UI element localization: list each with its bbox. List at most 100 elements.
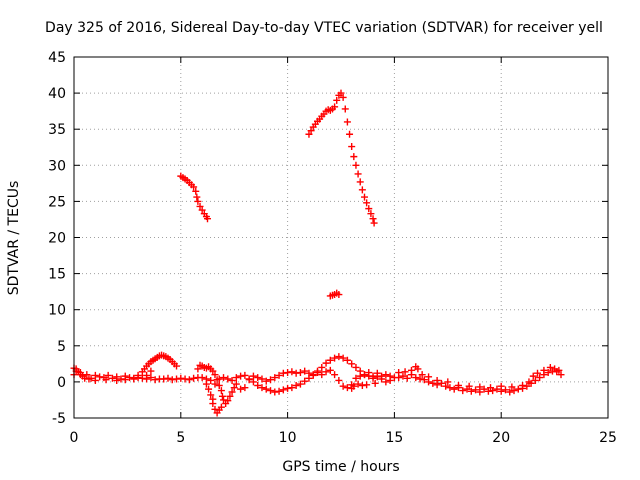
x-tick-label: 25 bbox=[599, 430, 617, 446]
data-point-marker bbox=[318, 363, 326, 371]
data-point-marker bbox=[309, 371, 317, 379]
data-point-marker bbox=[356, 178, 364, 186]
data-point-marker bbox=[211, 371, 219, 379]
data-point-marker bbox=[262, 377, 270, 385]
data-point-marker bbox=[465, 382, 473, 390]
data-point-marker bbox=[292, 369, 300, 377]
data-point-marker bbox=[360, 193, 368, 201]
data-point-marker bbox=[386, 376, 394, 384]
data-point-marker bbox=[546, 363, 554, 371]
data-point-marker bbox=[506, 388, 514, 396]
y-tick-label: 45 bbox=[48, 50, 66, 66]
y-tick-label: 5 bbox=[57, 339, 66, 355]
data-point-marker bbox=[418, 371, 426, 379]
data-point-marker bbox=[322, 359, 330, 367]
data-point-marker bbox=[284, 369, 292, 377]
data-point-marker bbox=[514, 385, 522, 393]
data-point-marker bbox=[215, 382, 223, 390]
data-point-marker bbox=[352, 363, 360, 371]
data-point-marker bbox=[497, 382, 505, 390]
data-point-marker bbox=[536, 374, 544, 382]
data-point-marker bbox=[254, 382, 262, 390]
data-point-marker bbox=[173, 375, 181, 383]
data-point-marker bbox=[343, 384, 351, 392]
chart-title: Day 325 of 2016, Sidereal Day-to-day VTE… bbox=[45, 20, 603, 36]
data-point-marker bbox=[96, 373, 104, 381]
data-point-marker bbox=[228, 376, 236, 384]
data-point-marker bbox=[339, 382, 347, 390]
data-point-marker bbox=[454, 382, 462, 390]
data-point-marker bbox=[87, 374, 95, 382]
data-point-marker bbox=[529, 372, 537, 380]
data-point-marker bbox=[331, 103, 339, 111]
data-point-marker bbox=[487, 384, 495, 392]
data-point-marker bbox=[348, 143, 356, 151]
y-axis-label: SDTVAR / TECUs bbox=[6, 181, 22, 296]
x-axis-ticks: 0 5 10 15 20 25 bbox=[70, 57, 617, 446]
data-point-marker bbox=[126, 374, 134, 382]
x-axis-label: GPS time / hours bbox=[282, 459, 399, 475]
data-point-marker bbox=[429, 379, 437, 387]
data-point-marker bbox=[305, 369, 313, 377]
data-point-marker bbox=[217, 387, 225, 395]
data-point-marker bbox=[354, 170, 362, 178]
y-tick-label: -5 bbox=[52, 411, 66, 427]
data-point-marker bbox=[337, 89, 345, 97]
data-point-marker bbox=[258, 384, 266, 392]
y-tick-label: 40 bbox=[48, 86, 66, 102]
data-point-marker bbox=[147, 374, 155, 382]
data-point-marker bbox=[202, 380, 210, 388]
data-point-marker bbox=[343, 118, 351, 126]
data-point-marker bbox=[544, 369, 552, 377]
data-point-marker bbox=[275, 387, 283, 395]
data-point-marker bbox=[194, 197, 202, 205]
data-point-marker bbox=[341, 105, 349, 113]
data-point-marker bbox=[220, 396, 228, 404]
data-point-marker bbox=[551, 365, 559, 373]
data-point-marker bbox=[459, 387, 467, 395]
data-point-marker bbox=[168, 376, 176, 384]
y-tick-label: 0 bbox=[57, 375, 66, 391]
data-point-marker bbox=[382, 371, 390, 379]
data-point-marker bbox=[164, 374, 172, 382]
x-tick-label: 5 bbox=[176, 430, 185, 446]
data-point-marker bbox=[356, 372, 364, 380]
y-tick-label: 30 bbox=[48, 158, 66, 174]
data-point-marker bbox=[339, 93, 347, 101]
data-point-marker bbox=[358, 186, 366, 194]
data-point-marker bbox=[151, 376, 159, 384]
data-point-marker bbox=[525, 378, 533, 386]
data-point-marker bbox=[301, 367, 309, 375]
data-point-marker bbox=[399, 372, 407, 380]
data-point-marker bbox=[211, 380, 219, 388]
data-point-marker bbox=[228, 388, 236, 396]
data-point-marker bbox=[241, 384, 249, 392]
data-point-marker bbox=[301, 377, 309, 385]
data-point-marker bbox=[414, 365, 422, 373]
data-point-marker bbox=[198, 374, 206, 382]
data-point-marker bbox=[335, 376, 343, 384]
data-point-marker bbox=[358, 382, 366, 390]
data-point-marker bbox=[534, 369, 542, 377]
data-point-marker bbox=[363, 199, 371, 207]
data-point-marker bbox=[407, 366, 415, 374]
data-point-marker bbox=[369, 374, 377, 382]
data-point-marker bbox=[143, 371, 151, 379]
data-point-marker bbox=[318, 371, 326, 379]
data-point-marker bbox=[343, 356, 351, 364]
data-point-marker bbox=[245, 376, 253, 384]
series-arc-12 bbox=[326, 289, 343, 300]
data-point-marker bbox=[339, 354, 347, 362]
data-point-marker bbox=[213, 376, 221, 384]
data-point-marker bbox=[296, 369, 304, 377]
data-point-marker bbox=[138, 374, 146, 382]
y-tick-label: 35 bbox=[48, 122, 66, 138]
data-point-marker bbox=[292, 382, 300, 390]
data-point-marker bbox=[363, 381, 371, 389]
data-point-marker bbox=[365, 205, 373, 213]
data-point-marker bbox=[401, 368, 409, 376]
data-point-marker bbox=[196, 202, 204, 210]
data-point-marker bbox=[267, 376, 275, 384]
data-point-marker bbox=[369, 215, 377, 223]
data-point-marker bbox=[354, 380, 362, 388]
